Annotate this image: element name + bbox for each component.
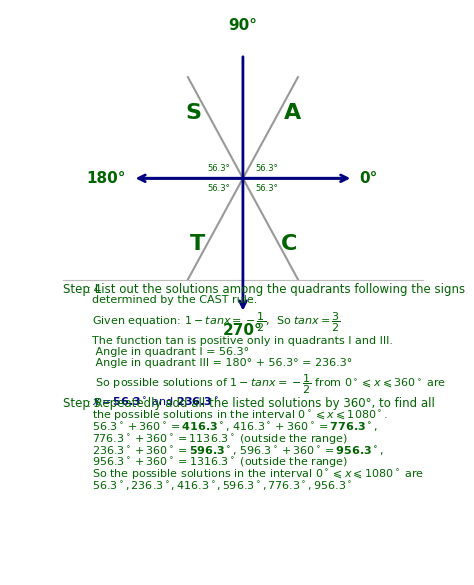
Text: $956.3^\circ + 360^\circ = 1316.3^\circ$ (outside the range): $956.3^\circ + 360^\circ = 1316.3^\circ$… [92, 456, 348, 470]
Text: 56.3°: 56.3° [208, 164, 230, 173]
Text: Step 4: Step 4 [63, 283, 101, 296]
Text: 56.3°: 56.3° [208, 184, 230, 192]
Text: $776.3^\circ + 360^\circ = 1136.3^\circ$ (outside the range): $776.3^\circ + 360^\circ = 1136.3^\circ$… [92, 433, 348, 447]
Text: the possible solutions in the interval $0^\circ \leqslant x \leqslant 1080^\circ: the possible solutions in the interval $… [92, 410, 388, 424]
Text: : List out the solutions among the quadrants following the signs: : List out the solutions among the quadr… [87, 283, 465, 296]
Text: $56.3^\circ + 360^\circ = \mathbf{416.3^\circ}$, $416.3^\circ + 360^\circ = \mat: $56.3^\circ + 360^\circ = \mathbf{416.3^… [92, 421, 378, 434]
Text: Angle in quadrant III = 180° + 56.3° = 236.3°: Angle in quadrant III = 180° + 56.3° = 2… [92, 358, 353, 368]
Text: 90°: 90° [228, 18, 257, 33]
Text: determined by the CAST rule.: determined by the CAST rule. [92, 295, 258, 305]
Text: So possible solutions of $1 - \mathit{tan}x = -\dfrac{1}{2}$ from $0^\circ \leqs: So possible solutions of $1 - \mathit{ta… [92, 373, 447, 396]
Text: $x = \mathbf{56.3^\circ}$ and $\mathbf{236.3^\circ}$: $x = \mathbf{56.3^\circ}$ and $\mathbf{2… [92, 396, 219, 408]
Text: C: C [281, 233, 297, 254]
Text: 56.3°: 56.3° [255, 164, 278, 173]
Text: A: A [284, 103, 301, 123]
Text: 56.3°: 56.3° [255, 184, 278, 192]
Text: The function tan is positive only in quadrants I and III.: The function tan is positive only in qua… [92, 336, 393, 346]
Text: Step 5: Step 5 [63, 397, 101, 410]
Text: Given equation: $1 - \mathit{tan}x = -\dfrac{1}{2}$,  So $\mathit{tan}x = \dfrac: Given equation: $1 - \mathit{tan}x = -\d… [92, 311, 341, 334]
Text: 0°: 0° [360, 171, 378, 186]
Text: So the possible solutions in the interval $0^\circ \leqslant x \leqslant 1080^\c: So the possible solutions in the interva… [92, 468, 425, 482]
Text: 270°: 270° [223, 324, 263, 338]
Text: T: T [190, 233, 205, 254]
Text: $236.3^\circ + 360^\circ = \mathbf{596.3^\circ}$, $596.3^\circ + 360^\circ = \ma: $236.3^\circ + 360^\circ = \mathbf{596.3… [92, 445, 384, 457]
Text: : Repeatedly add all the listed solutions by 360°, to find all: : Repeatedly add all the listed solution… [87, 397, 435, 410]
Text: $56.3^\circ, 236.3^\circ, 416.3^\circ, 596.3^\circ, 776.3^\circ, 956.3^\circ$: $56.3^\circ, 236.3^\circ, 416.3^\circ, 5… [92, 480, 353, 493]
Text: S: S [185, 103, 201, 123]
Text: 180°: 180° [87, 171, 126, 186]
Text: Angle in quadrant I = 56.3°: Angle in quadrant I = 56.3° [92, 347, 249, 357]
